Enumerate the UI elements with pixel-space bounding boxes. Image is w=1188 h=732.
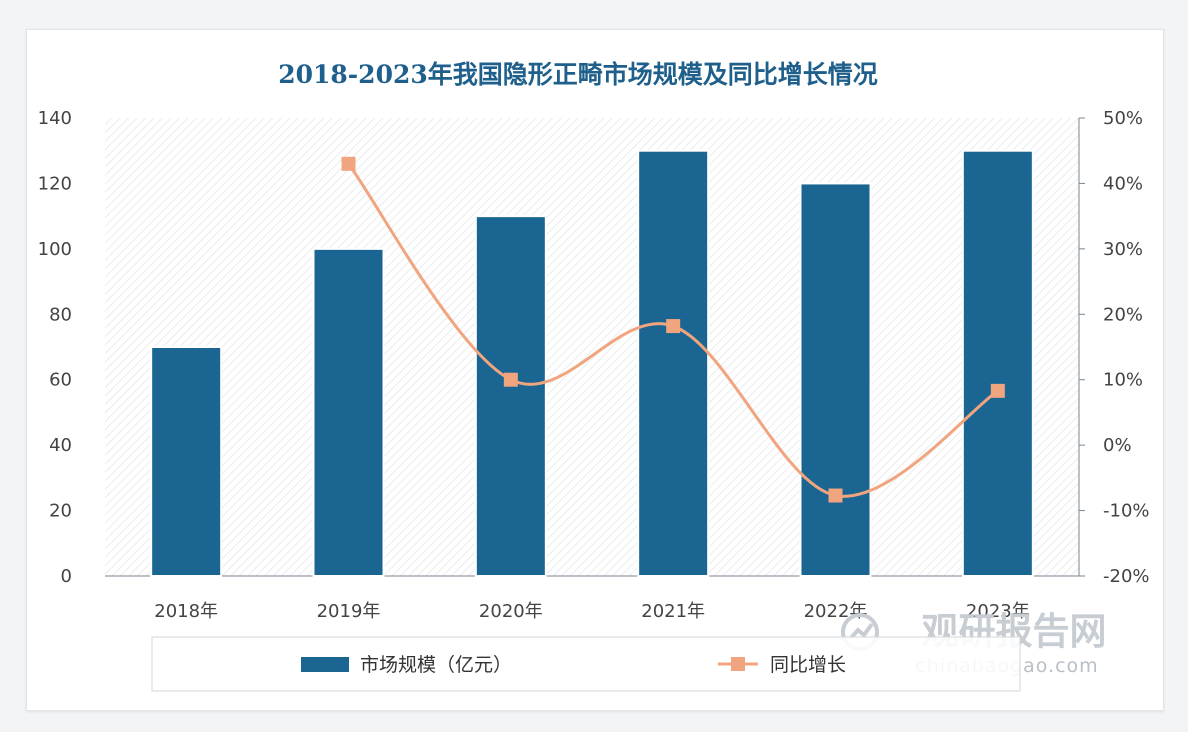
- left-tick-label: 140: [38, 108, 72, 129]
- left-axis: 0 20 40 60 80 100 120 140: [38, 108, 72, 587]
- right-tick-label: 10%: [1103, 370, 1143, 391]
- plot-area-background: [105, 118, 1079, 576]
- left-tick-label: 120: [38, 173, 72, 194]
- chart-title: 2018-2023年我国隐形正畸市场规模及同比增长情况: [278, 60, 878, 89]
- bar: [474, 215, 547, 577]
- right-tick-label: 0%: [1103, 435, 1132, 456]
- bar: [961, 149, 1034, 577]
- x-tick-label: 2018年: [154, 601, 218, 622]
- x-tick-label: 2023年: [966, 601, 1030, 622]
- bar: [312, 247, 385, 577]
- left-tick-label: 80: [49, 304, 72, 325]
- left-tick-label: 20: [49, 501, 72, 522]
- right-tick-label: -10%: [1103, 501, 1150, 522]
- x-tick-label: 2022年: [804, 601, 868, 622]
- right-tick-label: 50%: [1103, 108, 1143, 129]
- legend-line-label: 同比增长: [770, 654, 846, 676]
- legend-bar-label: 市场规模（亿元）: [360, 654, 512, 676]
- legend-box: [151, 636, 1021, 692]
- right-tick-label: 30%: [1103, 239, 1143, 260]
- left-tick-label: 40: [49, 435, 72, 456]
- bar-series: [150, 149, 1034, 578]
- bar: [637, 149, 710, 577]
- growth-point: [503, 372, 518, 387]
- line-series: [341, 156, 1005, 503]
- legend-bar-swatch: [301, 657, 349, 672]
- left-tick-label: 60: [49, 370, 72, 391]
- growth-point: [666, 319, 681, 334]
- legend: 市场规模（亿元） 同比增长: [301, 654, 846, 676]
- x-tick-label: 2021年: [641, 601, 705, 622]
- right-tick-label: 40%: [1103, 173, 1143, 194]
- right-tick-label: -20%: [1103, 566, 1150, 587]
- bar: [150, 346, 223, 577]
- left-tick-label: 0: [61, 566, 72, 587]
- growth-point: [990, 383, 1005, 398]
- x-axis: 2018年 2019年 2020年 2021年 2022年 2023年: [154, 601, 1029, 622]
- growth-point: [341, 156, 356, 171]
- legend-line-marker: [731, 657, 745, 671]
- x-tick-label: 2020年: [479, 601, 543, 622]
- x-tick-label: 2019年: [317, 601, 381, 622]
- growth-point: [828, 488, 843, 503]
- right-axis: -20% -10% 0% 10% 20% 30% 40% 50%: [1079, 108, 1150, 587]
- bar: [799, 182, 872, 578]
- right-tick-label: 20%: [1103, 304, 1143, 325]
- left-tick-label: 100: [38, 239, 72, 260]
